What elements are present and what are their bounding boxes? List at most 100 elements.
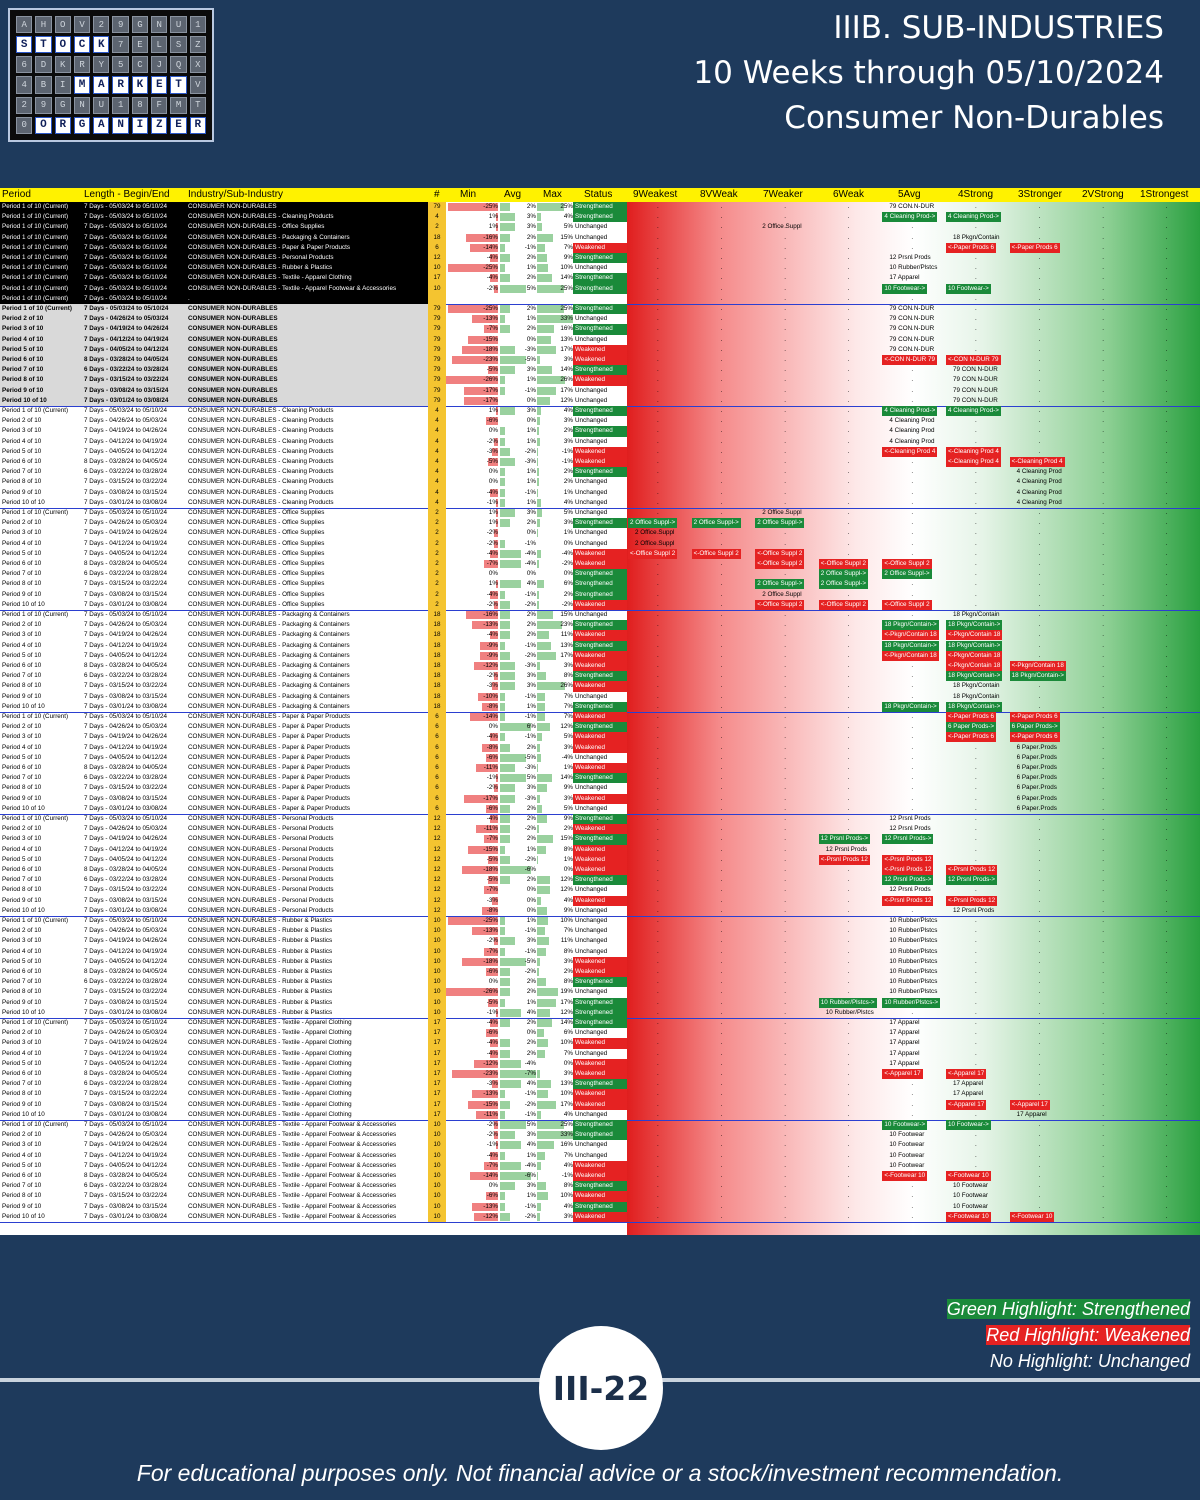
count-cell: 10 xyxy=(428,1130,446,1141)
zone-dot: . xyxy=(847,764,850,771)
status-badge: Unchanged xyxy=(575,529,608,537)
avg-bar xyxy=(500,437,506,446)
zone-dot: . xyxy=(657,1192,659,1200)
zone-dot: . xyxy=(784,539,786,547)
zone-dot: . xyxy=(1038,468,1041,476)
zone-dot: . xyxy=(657,896,659,904)
avg-cell: 2% xyxy=(526,988,536,996)
zone-dot: . xyxy=(720,458,723,465)
zone-dot: . xyxy=(911,957,914,965)
logo-tile: F xyxy=(151,96,168,114)
zone-dot: . xyxy=(784,1039,786,1047)
zone-dot: . xyxy=(847,243,850,251)
count-cell: 79 xyxy=(428,314,446,325)
logo-tile: 5 xyxy=(112,56,129,74)
zone-dot: . xyxy=(911,335,914,343)
zone-dot: . xyxy=(657,611,659,618)
max-bar xyxy=(537,203,565,211)
zone-dot: . xyxy=(975,753,977,761)
period-cell: Period 5 of 10 xyxy=(2,549,42,557)
table-row: Period 1 of 10 (Current) 7 Days - 05/03/2… xyxy=(0,610,1200,621)
zone-dot: . xyxy=(720,651,723,659)
table-row: Period 7 of 10 6 Days - 03/22/24 to 03/28… xyxy=(0,467,1200,478)
industry-cell: CONSUMER NON-DURABLES - Rubber & Plastic… xyxy=(188,968,333,975)
industry-cell: CONSUMER NON-DURABLES - Personal Product… xyxy=(188,835,334,843)
length-cell: 8 Days - 03/28/24 to 04/05/24 xyxy=(84,662,167,669)
min-cell: -4% xyxy=(486,1049,498,1057)
avg-bar xyxy=(500,427,506,436)
legend-strengthened: Green Highlight: Strengthened xyxy=(946,1299,1190,1319)
count-cell: 12 xyxy=(428,253,446,264)
zone-dot: . xyxy=(657,723,659,731)
zone-dot: . xyxy=(1165,213,1168,221)
zone-dot: . xyxy=(1038,937,1041,945)
zone-dot: . xyxy=(784,702,786,710)
row-label-block: Period 7 of 10 6 Days - 03/22/24 to 03/28… xyxy=(0,1079,428,1089)
zone-dot: . xyxy=(784,621,786,629)
zone-dot: . xyxy=(1102,886,1104,894)
row-label-block: Period 3 of 10 7 Days - 04/19/24 to 04/26… xyxy=(0,936,428,946)
min-cell: -2% xyxy=(486,284,498,292)
max-cell: 4% xyxy=(563,1161,573,1169)
zone-dot: . xyxy=(720,560,723,567)
min-cell: -11% xyxy=(483,1110,498,1118)
zone-dot: . xyxy=(975,590,977,598)
avg-bar xyxy=(500,764,516,772)
zone-dot: . xyxy=(1038,233,1041,241)
zone-dot: . xyxy=(720,315,723,323)
length-cell: 7 Days - 03/08/24 to 03/15/24 xyxy=(84,692,167,700)
zone-dot: . xyxy=(847,396,850,404)
row-label-block: Period 6 of 10 8 Days - 03/28/24 to 04/05… xyxy=(0,559,428,569)
min-bar xyxy=(494,1131,498,1140)
zone-chip: <-Office Suppl 2 xyxy=(882,559,932,569)
length-cell: 7 Days - 04/19/24 to 04/26/24 xyxy=(84,937,167,945)
zone-chip: 10 Footwear xyxy=(953,1202,989,1210)
avg-bar xyxy=(500,1202,506,1211)
min-cell: -1% xyxy=(486,498,498,506)
zone-dot: . xyxy=(1038,335,1041,343)
row-label-block: Period 8 of 10 7 Days - 03/15/24 to 03/22… xyxy=(0,681,428,691)
period-cell: Period 8 of 10 xyxy=(2,1192,42,1200)
table-row: Period 4 of 10 7 Days - 04/12/24 to 04/19… xyxy=(0,1150,1200,1161)
period-cell: Period 7 of 10 xyxy=(2,978,42,986)
zone-dot: . xyxy=(1165,233,1168,241)
industry-cell: CONSUMER NON-DURABLES - Textile - Appare… xyxy=(188,1110,352,1118)
min-bar xyxy=(474,662,498,670)
zone-dot: . xyxy=(1165,1049,1168,1057)
status-badge: Weakened xyxy=(573,599,627,610)
zone-dot: . xyxy=(784,631,786,639)
zone-chip: 6 Paper Prods xyxy=(1016,753,1057,761)
row-label-block: Period 1 of 10 (Current) 7 Days - 05/03/2… xyxy=(0,814,428,824)
table-row: Period 8 of 10 7 Days - 03/15/24 to 03/22… xyxy=(0,987,1200,998)
min-bar xyxy=(496,407,498,415)
zone-dot: . xyxy=(1038,223,1041,231)
zone-chip: 4 Cleaning Prod xyxy=(889,437,935,445)
avg-cell: 1% xyxy=(526,437,536,445)
zone-dot: . xyxy=(1102,570,1104,578)
zone-dot: . xyxy=(1165,498,1168,506)
zone-dot: . xyxy=(975,498,977,506)
table-row: Period 1 of 10 (Current) 7 Days - 05/03/2… xyxy=(0,1018,1200,1029)
zone-dot: . xyxy=(847,784,850,792)
logo-tile: J xyxy=(151,56,168,74)
row-label-block: Period 9 of 10 7 Days - 03/08/24 to 03/15… xyxy=(0,692,428,702)
zone-dot: . xyxy=(911,1049,914,1057)
zone-dot: . xyxy=(1038,906,1041,914)
min-bar xyxy=(486,753,498,762)
group-separator xyxy=(0,609,1200,611)
zone-dot: . xyxy=(847,937,850,945)
header-length-begin-end: Length - Begin/End xyxy=(84,189,170,200)
zone-dot: . xyxy=(1038,866,1041,873)
logo-tile: S xyxy=(170,36,187,54)
industry-cell: CONSUMER NON-DURABLES - Textile - Appare… xyxy=(188,1090,352,1098)
avg-cell: -1% xyxy=(524,947,536,955)
min-bar xyxy=(490,1039,498,1048)
count-cell: 6 xyxy=(428,242,446,253)
zone-dot: . xyxy=(720,713,723,720)
max-bar xyxy=(537,957,541,966)
zone-dot: . xyxy=(847,549,850,557)
avg-cell: 4% xyxy=(526,1008,536,1016)
min-cell: -4% xyxy=(486,488,498,496)
min-cell: -18% xyxy=(483,957,498,965)
min-cell: -1% xyxy=(486,1008,498,1016)
